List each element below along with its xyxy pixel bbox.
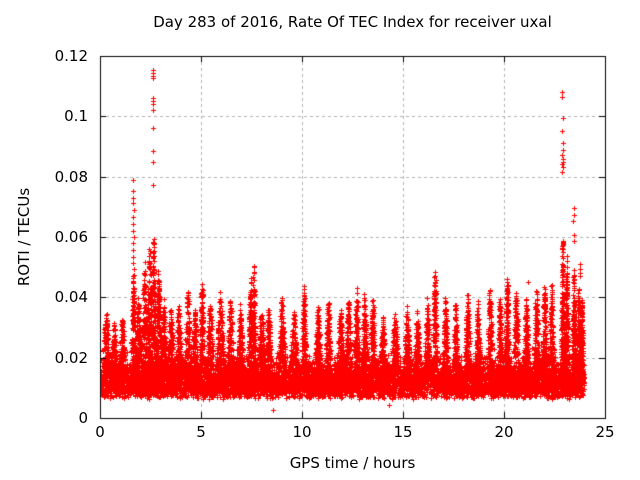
y-tick-label: 0 bbox=[78, 409, 88, 427]
x-tick-label: 25 bbox=[595, 423, 615, 441]
y-tick-label: 0.06 bbox=[54, 228, 88, 246]
x-tick-label: 5 bbox=[196, 423, 206, 441]
y-tick-label: 0.1 bbox=[64, 107, 88, 126]
y-tick-label: 0.04 bbox=[54, 288, 88, 307]
x-tick-label: 15 bbox=[393, 423, 413, 441]
y-tick-label: 0.02 bbox=[54, 348, 88, 367]
y-tick-label: 0.08 bbox=[54, 167, 88, 186]
x-tick-label: 10 bbox=[292, 423, 312, 441]
x-axis-label: GPS time / hours bbox=[289, 454, 416, 472]
chart-title: Day 283 of 2016, Rate Of TEC Index for r… bbox=[153, 13, 552, 31]
x-tick-label: 20 bbox=[494, 423, 514, 441]
y-tick-label: 0.12 bbox=[54, 47, 88, 65]
x-tick-label: 0 bbox=[95, 423, 105, 441]
